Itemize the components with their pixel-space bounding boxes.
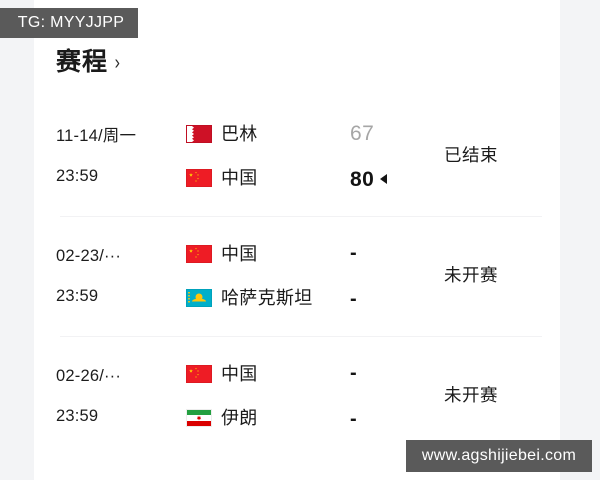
page-gutter-right [560,0,600,480]
flag-china-icon [186,365,212,383]
match-list: 11-14/周一 23:59 巴林中国 67 80 已结束 02-23/··· 23:59 中国… [34,96,560,456]
score-cell: - [350,408,438,430]
match-time: 23:59 [56,167,99,185]
schedule-card: 赛程 › 11-14/周一 23:59 巴林中国 67 80 已结束 02-23/··· 23… [34,0,560,480]
page-title: 赛程 [56,48,109,76]
score-value: 67 [350,121,375,145]
score-cell: 80 [350,168,438,190]
score-value: - [350,362,358,384]
match-date: 02-26/··· [56,366,122,385]
match-row[interactable]: 02-23/··· 23:59 中国 哈萨克斯坦 - - 未开赛 [34,216,560,336]
team-entry: 伊朗 [186,406,342,430]
match-row[interactable]: 11-14/周一 23:59 巴林中国 67 80 已结束 [34,96,560,216]
match-time: 23:59 [56,287,99,305]
match-status: 已结束 [438,147,542,165]
team-entry: 哈萨克斯坦 [186,286,342,310]
score-value: - [350,242,358,264]
match-scores: -- [342,362,438,430]
team-name: 中国 [221,244,258,264]
match-status: 未开赛 [438,387,542,405]
status-badge: 未开赛 [444,385,498,406]
match-date: 02-23/··· [56,246,122,265]
team-name: 巴林 [221,124,258,144]
match-scores: -- [342,242,438,310]
status-badge: 未开赛 [444,265,498,286]
match-row[interactable]: 02-26/··· 23:59 中国 伊朗 - - 未开赛 [34,336,560,456]
match-date: 11-14/周一 [56,126,137,145]
winner-marker-icon [380,174,388,184]
team-name: 中国 [221,364,258,384]
chevron-right-icon[interactable]: › [114,52,121,74]
match-teams: 中国 哈萨克斯坦 [162,242,342,310]
score-value: - [350,408,358,430]
score-value: - [350,288,358,310]
match-status: 未开赛 [438,267,542,285]
match-teams: 中国 伊朗 [162,362,342,430]
flag-kazakhstan-icon [186,289,212,307]
score-cell: - [350,288,438,310]
status-badge: 已结束 [444,145,498,166]
team-name: 伊朗 [221,408,258,428]
score-cell: 67 [350,122,438,144]
watermark-bottom: www.agshijiebei.com [406,440,592,472]
watermark-top: TG: MYYJJPP [0,8,138,38]
score-cell: - [350,242,438,264]
flag-china-icon [186,245,212,263]
match-datetime: 11-14/周一 23:59 [56,126,162,185]
team-entry: 中国 [186,242,342,266]
team-name: 哈萨克斯坦 [221,288,313,308]
flag-china-icon [186,169,212,187]
match-time: 23:59 [56,407,99,425]
page-gutter-left [0,0,34,480]
team-entry: 巴林 [186,122,342,146]
match-teams: 巴林 中国 [162,122,342,190]
match-scores: 67 80 [342,122,438,190]
match-datetime: 02-26/··· 23:59 [56,366,162,425]
flag-iran-icon [186,409,212,427]
schedule-header[interactable]: 赛程 › [56,50,121,75]
score-value: 80 [350,167,375,191]
team-entry: 中国 [186,362,342,386]
team-entry: 中国 [186,166,342,190]
team-name: 中国 [221,168,258,188]
score-cell: - [350,362,438,384]
flag-bahrain-icon [186,125,212,143]
match-datetime: 02-23/··· 23:59 [56,246,162,305]
